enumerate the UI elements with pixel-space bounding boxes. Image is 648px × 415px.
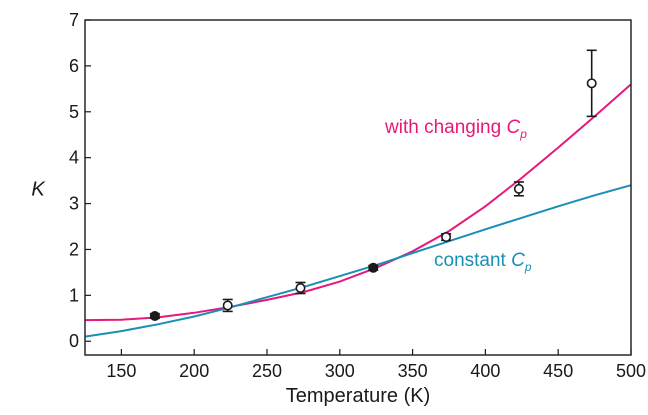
series-label-subscript: p (519, 127, 527, 141)
series-layer (84, 83, 632, 338)
x-tick-label: 300 (325, 361, 355, 381)
data-point (586, 49, 597, 118)
series-label-constant-cp: constant Cp (434, 250, 532, 274)
series-label-symbol: C (506, 117, 520, 138)
y-tick-label: 7 (69, 10, 79, 30)
series-label-text: constant (434, 250, 511, 271)
data-marker (368, 262, 379, 273)
x-tick-label: 500 (616, 361, 646, 381)
data-point (368, 262, 379, 273)
data-point (513, 181, 524, 197)
data-point (295, 281, 306, 295)
series-label-with-changing-cp: with changing Cp (384, 117, 527, 141)
series-label-symbol: C (511, 250, 525, 271)
x-tick-label: 400 (470, 361, 500, 381)
x-axis: 150 200 250 300 350 400 450 500 (106, 349, 646, 381)
plot-frame (84, 19, 632, 356)
data-marker (586, 78, 597, 89)
data-marker (513, 183, 524, 194)
x-tick-label: 350 (398, 361, 428, 381)
y-tick-label: 4 (69, 148, 79, 168)
series-label-text: with changing (384, 117, 506, 138)
data-marker (149, 310, 160, 321)
x-tick-label: 250 (252, 361, 282, 381)
series-label-subscript: p (524, 260, 532, 274)
y-tick-label: 5 (69, 102, 79, 122)
x-axis-title: Temperature (K) (286, 385, 431, 407)
series-line-0 (84, 83, 632, 322)
x-tick-label: 150 (106, 361, 136, 381)
series-line-1 (84, 184, 632, 338)
data-point (149, 310, 160, 321)
x-tick-label: 450 (543, 361, 573, 381)
y-tick-label: 0 (69, 331, 79, 351)
x-tick-label: 200 (179, 361, 209, 381)
data-point (441, 232, 452, 243)
y-axis: 0 1 2 3 4 5 6 7 (69, 10, 91, 351)
y-tick-label: 6 (69, 56, 79, 76)
y-tick-label: 2 (69, 239, 79, 259)
points-layer (149, 49, 597, 321)
data-marker (295, 282, 306, 293)
y-tick-label: 3 (69, 194, 79, 214)
y-axis-title: K (31, 179, 46, 201)
data-point (222, 298, 233, 313)
y-tick-label: 1 (69, 285, 79, 305)
data-marker (222, 300, 233, 311)
data-marker (441, 232, 452, 243)
